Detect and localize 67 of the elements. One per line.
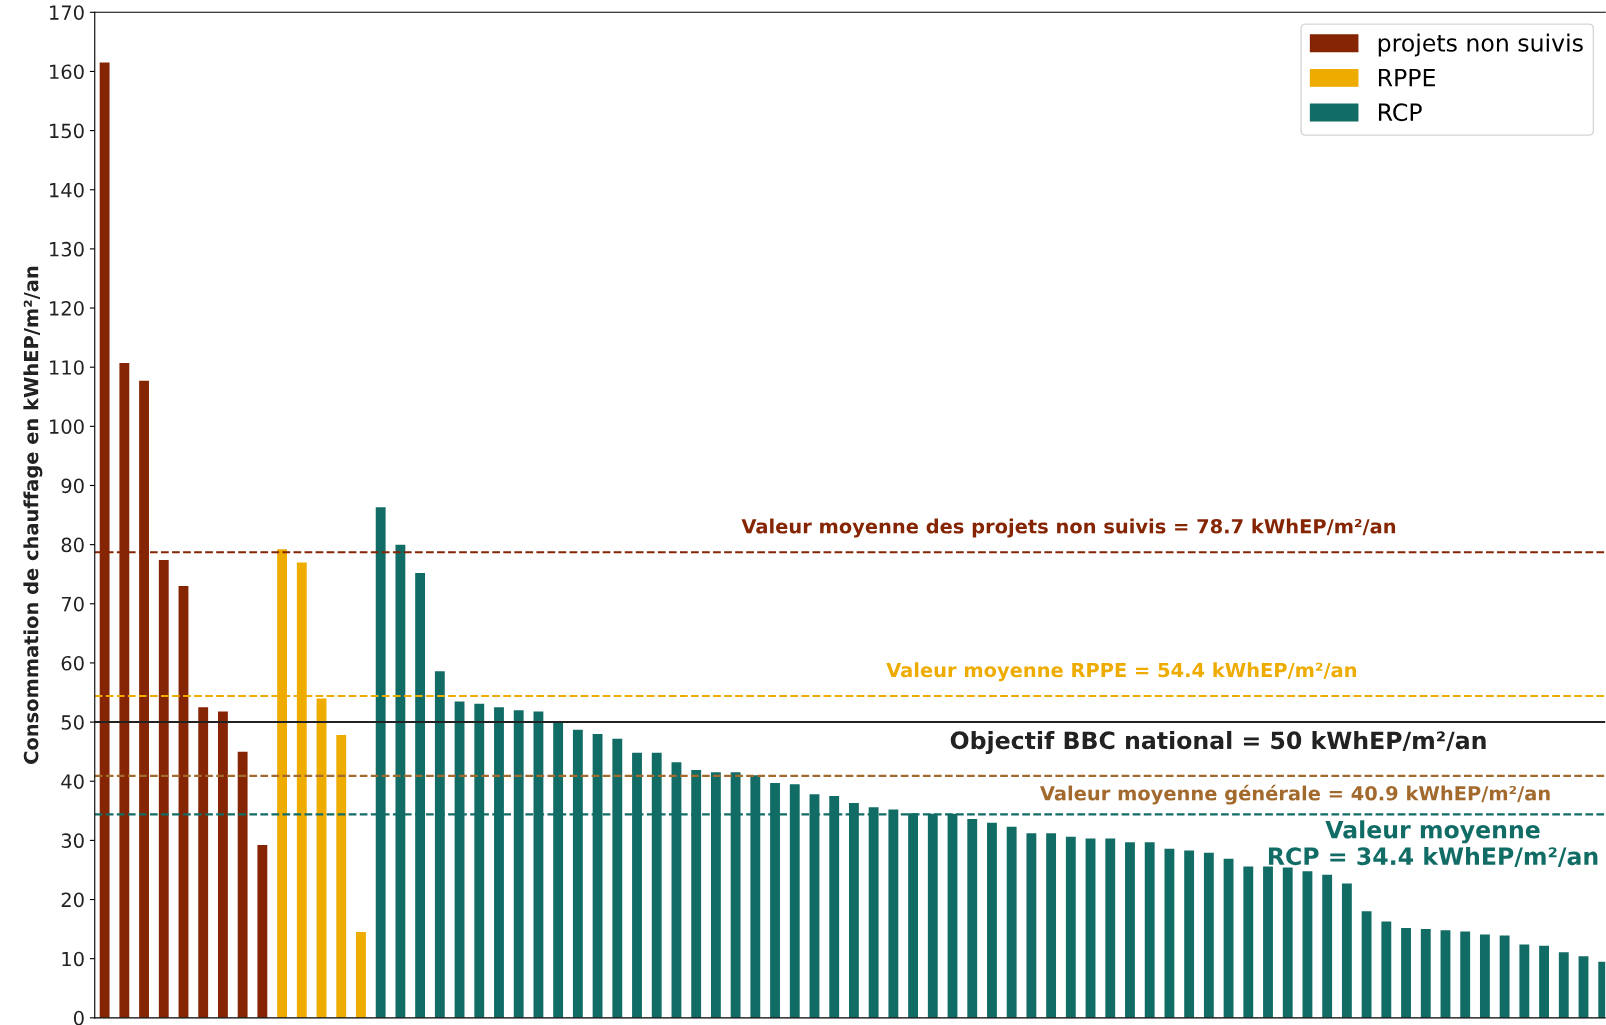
- bar: [1361, 911, 1372, 1018]
- bar: [1203, 852, 1214, 1018]
- y-tick-label: 20: [61, 892, 84, 908]
- ref-line-label: Valeur moyenne des projets non suivis = 78.7 kWhEP/m²/an: [741, 518, 1396, 538]
- y-tick-label: 50: [61, 715, 84, 730]
- y-tick-label: 110: [50, 360, 84, 375]
- bar: [1006, 826, 1017, 1018]
- bar: [198, 707, 209, 1018]
- bar: [1302, 871, 1313, 1018]
- bar: [1282, 867, 1293, 1018]
- y-tick-label: 70: [61, 596, 84, 612]
- y-tick-label: 160: [50, 64, 84, 80]
- bar: [1322, 874, 1333, 1018]
- bar: [336, 735, 347, 1018]
- bar: [1243, 866, 1254, 1018]
- y-tick-label: 0: [73, 1010, 84, 1025]
- bar: [1519, 944, 1530, 1018]
- ref-line-label: Valeur moyenne RCP = 34.4 kWhEP/m²/an: [1268, 820, 1598, 868]
- ref-line-label: Valeur moyenne générale = 40.9 kWhEP/m²/an: [1040, 784, 1550, 805]
- bar: [1184, 850, 1195, 1018]
- bar: [1223, 858, 1234, 1018]
- bar: [1125, 842, 1135, 1018]
- y-tick-label: 30: [61, 833, 84, 849]
- bar: [1381, 921, 1392, 1018]
- bar: [1539, 945, 1549, 1018]
- bar: [1460, 931, 1471, 1018]
- legend-label: projets non suivis: [1378, 33, 1583, 57]
- bar: [1164, 848, 1175, 1018]
- bar: [1558, 952, 1569, 1018]
- bar: [1065, 836, 1076, 1018]
- bar: [1479, 934, 1490, 1018]
- legend-label: RPPE: [1378, 68, 1435, 87]
- y-tick-label: 100: [50, 419, 84, 434]
- y-tick-label: 60: [61, 655, 84, 671]
- y-tick-label: 150: [50, 123, 84, 139]
- bar: [1401, 927, 1411, 1018]
- bar: [1341, 883, 1352, 1018]
- y-tick-label: 140: [50, 182, 84, 198]
- bar: [237, 751, 248, 1018]
- y-tick-label: 120: [50, 301, 84, 316]
- bar: [1578, 956, 1589, 1018]
- bar: [1499, 935, 1510, 1018]
- y-tick-label: 90: [61, 478, 84, 494]
- y-tick-label: 130: [50, 241, 84, 257]
- legend-label: RCP: [1378, 103, 1422, 122]
- y-tick-label: 10: [62, 951, 84, 967]
- bar: [1026, 833, 1037, 1018]
- bar: [158, 560, 169, 1018]
- bar: [178, 586, 189, 1018]
- bar: [1046, 833, 1057, 1018]
- ref-line-label: Objectif BBC national = 50 kWhEP/m²/an: [950, 730, 1486, 754]
- bar: [1144, 842, 1155, 1018]
- y-tick-label: 80: [61, 537, 84, 553]
- y-axis-title: Consommation de chauffage en kWhEP/m²/an: [23, 266, 43, 764]
- bar: [1440, 930, 1451, 1018]
- bar: [967, 819, 978, 1018]
- y-tick-label: 40: [61, 774, 84, 789]
- y-tick-label: 170: [50, 5, 84, 20]
- bar: [1105, 838, 1116, 1018]
- bar: [257, 845, 268, 1018]
- bar: [987, 822, 997, 1018]
- bar: [356, 932, 366, 1018]
- ref-line-label: Valeur moyenne RPPE = 54.4 kWhEP/m²/an: [886, 662, 1356, 682]
- bar: [218, 711, 228, 1018]
- bar: [1263, 866, 1273, 1018]
- bar: [1085, 838, 1096, 1018]
- bar: [1420, 929, 1431, 1018]
